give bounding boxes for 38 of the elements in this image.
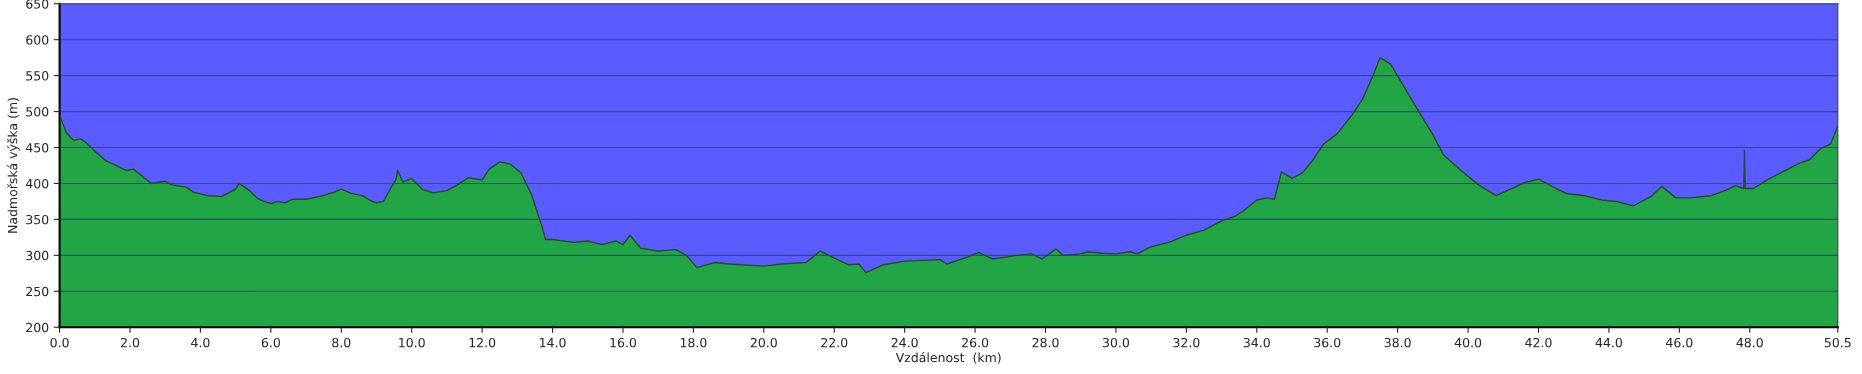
x-tick-label: 42.0 [1525,337,1552,348]
x-tick-label: 38.0 [1384,337,1411,348]
x-tick-label: 12.0 [469,337,496,348]
y-tick-label: 550 [26,71,49,81]
x-tick-label: 36.0 [1314,337,1341,348]
y-tick-label: 300 [26,250,49,261]
y-tick-label: 350 [26,214,49,225]
x-tick-label: 8.0 [332,337,351,348]
x-tick-label: 32.0 [1173,337,1200,348]
y-axis-title: Nadmořská výška (m) [7,98,20,233]
x-tick-label: 20.0 [750,337,777,348]
x-tick-label: 6.0 [261,337,280,348]
y-tick-label: 250 [26,286,49,297]
x-tick-label: 22.0 [821,337,848,348]
x-tick-label: 28.0 [1032,337,1059,348]
y-tick-label: 400 [25,178,49,189]
x-tick-label: 26.0 [962,337,989,348]
x-tick-label: 18.0 [680,337,707,348]
x-tick-label: 44.0 [1595,337,1622,348]
x-tick-label: 40.0 [1454,337,1482,348]
x-tick-label: 0.0 [50,337,69,348]
y-tick-label: 600 [26,35,49,45]
y-tick-label: 200 [26,322,49,333]
x-tick-label: 50.5 [1824,337,1851,348]
x-tick-label: 4.0 [191,337,210,348]
x-tick-label: 14.0 [540,337,566,348]
x-tick-label: 34.0 [1243,337,1270,348]
y-tick-label: 650 [26,0,49,9]
x-tick-label: 30.0 [1102,337,1130,348]
x-tick-label: 10.0 [399,337,425,348]
x-tick-label: 48.0 [1736,337,1763,348]
y-tick-label: 450 [25,142,49,153]
x-tick-label: 46.0 [1666,337,1693,348]
x-tick-label: 16.0 [610,337,637,348]
x-tick-label: 24.0 [891,337,918,348]
y-tick-label: 500 [26,107,49,117]
x-tick-label: 2.0 [120,337,140,348]
x-axis-title: Vzdálenost (km) [895,352,1001,364]
